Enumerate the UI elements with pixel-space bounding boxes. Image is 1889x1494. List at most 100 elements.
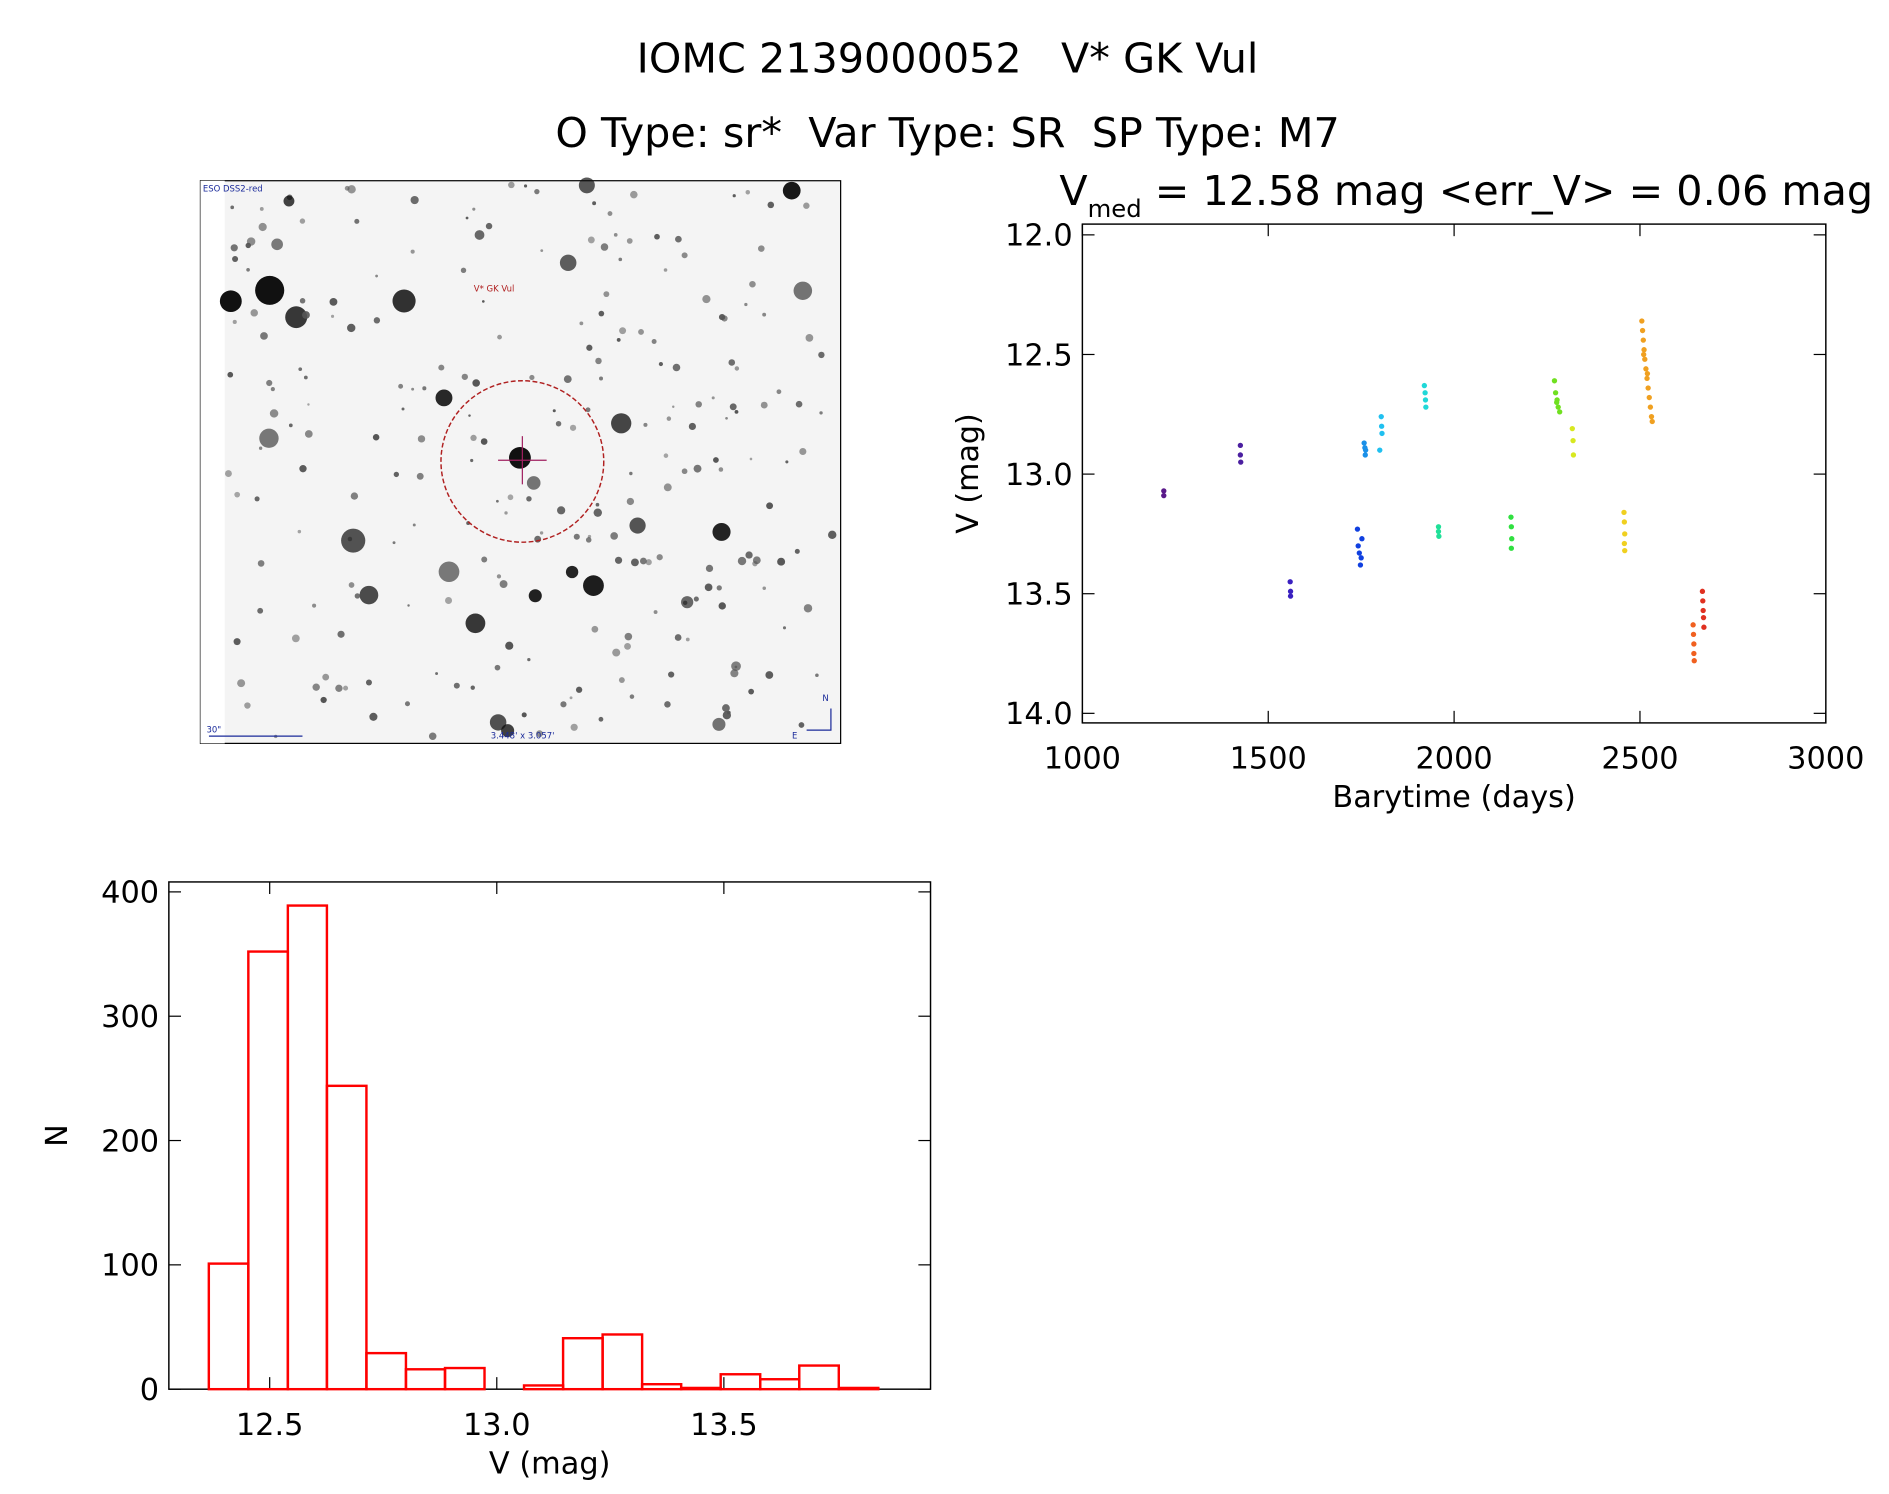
hist-bar [522, 1384, 565, 1391]
star [681, 596, 694, 609]
hist-bar [679, 1386, 722, 1391]
data-point [1639, 318, 1645, 324]
figure-title: IOMC 2139000052 V* GK Vul [637, 34, 1259, 82]
star [307, 403, 310, 406]
star [765, 671, 774, 679]
star [438, 364, 445, 371]
star [619, 327, 627, 335]
x-tick-label: 12.5 [236, 1408, 304, 1443]
data-point [1237, 452, 1244, 458]
target-circle [440, 380, 605, 543]
star [591, 625, 599, 633]
star [404, 701, 411, 707]
star [798, 722, 805, 728]
star [818, 351, 825, 359]
star [508, 181, 515, 189]
y-axis-label: N [40, 1124, 75, 1147]
star [398, 383, 404, 389]
east-label: E [792, 731, 797, 741]
y-tick-label: 13.5 [1005, 578, 1073, 613]
star [803, 202, 810, 209]
star [536, 730, 543, 738]
data-point [1639, 327, 1646, 334]
hist-bar [640, 1383, 683, 1391]
star [299, 298, 306, 304]
star [585, 537, 592, 543]
star [672, 405, 675, 408]
star [749, 280, 756, 288]
star [373, 317, 381, 324]
star [527, 657, 531, 662]
star [758, 245, 765, 252]
star [744, 302, 748, 307]
data-point [1356, 550, 1362, 556]
data-point [1435, 528, 1442, 535]
star [776, 389, 782, 395]
star [347, 323, 356, 333]
star [745, 190, 751, 195]
x-axis-label: V (mag) [489, 1447, 611, 1482]
star [297, 529, 302, 534]
star [762, 312, 767, 317]
star [341, 528, 366, 553]
star [626, 497, 635, 506]
star [560, 701, 567, 708]
star [230, 205, 235, 210]
data-point [1691, 641, 1697, 647]
star [428, 732, 437, 741]
data-point [1287, 588, 1294, 594]
star [481, 300, 485, 303]
star [793, 281, 813, 300]
y-tick-label: 200 [101, 1124, 159, 1159]
star [782, 181, 801, 200]
star [230, 244, 238, 252]
star [365, 679, 372, 686]
x-tick-label: 3000 [1787, 742, 1864, 777]
star [785, 460, 789, 464]
star [607, 211, 613, 216]
star [587, 236, 595, 244]
star [470, 685, 475, 690]
data-point [1557, 409, 1563, 415]
star [526, 476, 541, 490]
y-tick-label: 14.0 [1005, 697, 1073, 732]
star [528, 589, 542, 603]
data-point [1569, 425, 1575, 432]
data-point [1421, 382, 1428, 389]
star [540, 249, 544, 252]
data-point [1358, 555, 1364, 561]
star [651, 339, 657, 344]
y-tick-label: 12.5 [1005, 338, 1073, 373]
star [526, 496, 532, 502]
data-point [1570, 452, 1577, 458]
hist-bar [837, 1386, 880, 1391]
hist-bar [443, 1366, 486, 1391]
north-label: N [822, 693, 828, 703]
star [734, 409, 739, 414]
data-point [1691, 650, 1697, 657]
star [354, 218, 360, 224]
star [716, 585, 722, 591]
star [663, 268, 668, 272]
star [232, 319, 237, 324]
star [271, 238, 283, 251]
hist-bar [286, 904, 329, 1391]
y-tick-label: 12.0 [1005, 219, 1073, 254]
star [303, 375, 308, 380]
scale-label: 30" [207, 725, 222, 735]
star [534, 535, 542, 543]
field-label: 3.448' x 3.057' [491, 731, 555, 741]
star [579, 321, 584, 326]
star [734, 665, 738, 669]
star [401, 407, 405, 411]
star [762, 586, 766, 591]
data-point [1435, 524, 1442, 530]
star [672, 363, 681, 372]
star [675, 235, 682, 243]
star [496, 499, 499, 503]
star [270, 387, 275, 392]
y-tick-label: 400 [101, 876, 159, 911]
star [372, 434, 380, 441]
star [258, 446, 263, 450]
star [266, 379, 273, 387]
